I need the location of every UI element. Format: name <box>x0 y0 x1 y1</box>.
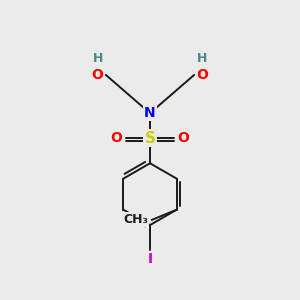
Text: H: H <box>197 52 208 65</box>
Text: O: O <box>196 68 208 82</box>
Text: H: H <box>92 52 103 65</box>
Text: O: O <box>92 68 103 82</box>
Text: S: S <box>145 131 155 146</box>
Text: CH₃: CH₃ <box>123 213 148 226</box>
Text: O: O <box>110 131 122 145</box>
Text: I: I <box>147 252 153 266</box>
Text: O: O <box>178 131 190 145</box>
Text: N: N <box>144 106 156 120</box>
